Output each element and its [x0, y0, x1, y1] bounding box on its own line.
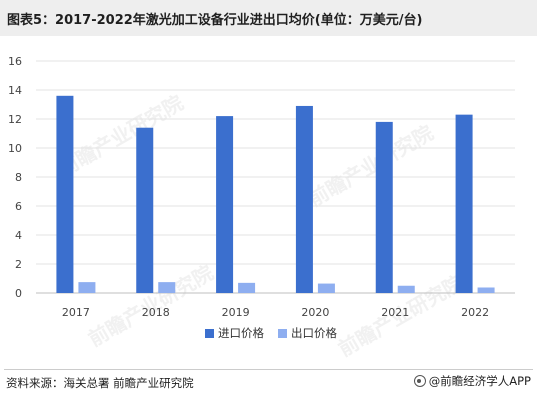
export-price-bar — [317, 283, 335, 293]
source-note: 资料来源：海关总署 前瞻产业研究院 — [6, 376, 194, 390]
legend-label-import: 进口价格 — [218, 326, 264, 340]
chart-title: 图表5：2017-2022年激光加工设备行业进出口均价(单位：万美元/台) — [7, 13, 423, 28]
export-price-bar — [158, 282, 176, 293]
export-price-bar — [397, 285, 415, 293]
legend-label-export: 出口价格 — [291, 326, 337, 340]
x-tick-label: 2017 — [62, 306, 90, 319]
x-tick-label: 2022 — [461, 306, 489, 319]
bar-chart: 0 2 4 6 8 10 12 14 16 2017 2018 2019 2020 2021 2022 进口价… — [8, 55, 515, 340]
x-tick-label: 2021 — [381, 306, 409, 319]
y-tick-label: 14 — [8, 84, 22, 97]
y-tick-label: 8 — [15, 171, 22, 184]
x-tick-label: 2020 — [301, 306, 329, 319]
import-price-bar — [455, 114, 473, 294]
import-price-bar — [216, 116, 234, 293]
legend-swatch-export — [278, 329, 287, 338]
y-tick-label: 10 — [8, 142, 22, 155]
y-tick-label: 2 — [15, 258, 22, 271]
brand-logo-icon — [413, 375, 426, 387]
y-tick-label: 16 — [8, 55, 22, 68]
y-tick-label: 4 — [15, 229, 22, 242]
legend-swatch-import — [205, 329, 214, 338]
header-bar: 图表5：2017-2022年激光加工设备行业进出口均价(单位：万美元/台) — [0, 0, 537, 36]
y-tick-label: 6 — [15, 200, 22, 213]
import-price-bar — [375, 121, 393, 294]
footer-divider — [4, 369, 533, 370]
brand-credit: @前瞻经济学人APP — [413, 373, 531, 389]
y-tick-label: 12 — [8, 113, 22, 126]
y-tick-label: 0 — [15, 287, 22, 300]
x-tick-label: 2018 — [142, 306, 170, 319]
x-tick-label: 2019 — [222, 306, 250, 319]
import-price-bar — [56, 95, 74, 293]
export-price-bar — [238, 282, 256, 293]
brand-label: @前瞻经济学人APP — [428, 374, 531, 388]
import-price-bar — [136, 127, 154, 293]
import-price-bar — [295, 105, 313, 293]
export-price-bar — [78, 282, 96, 293]
export-price-bar — [477, 287, 495, 293]
